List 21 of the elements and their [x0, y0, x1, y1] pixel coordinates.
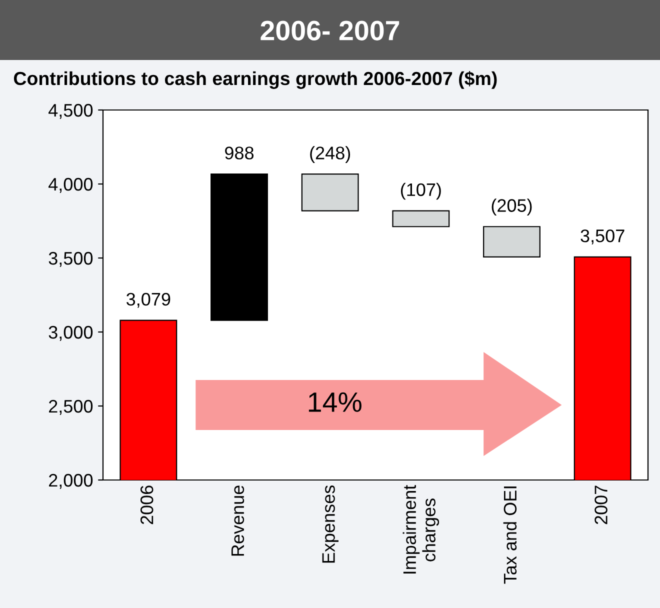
data-label: 3,079 [126, 292, 170, 308]
data-label: (248) [310, 146, 350, 163]
y-tick-label: 4,500 [48, 104, 93, 119]
x-tick-label: Expenses [322, 486, 338, 563]
annotation: 14% [308, 392, 362, 412]
x-tick-label: 2007 [594, 486, 608, 524]
chart-subtitle: Contributions to cash earnings growth 2006-2007 ($m) [14, 71, 497, 89]
data-label: (107) [400, 182, 441, 200]
data-label: 3,507 [580, 230, 624, 244]
y-tick-label: 2,500 [49, 400, 93, 415]
chart-title: 2006- 2007 [260, 20, 400, 40]
y-tick-label: 3,500 [48, 252, 93, 267]
y-tick-label: 4,000 [48, 178, 93, 193]
x-tick-label: Revenue [231, 486, 244, 556]
y-tick-label: 3,000 [48, 326, 93, 341]
x-tick-label: Tax and OEI [503, 486, 517, 584]
data-label: 988 [225, 146, 254, 160]
x-tick-label: Impairment charges [402, 484, 440, 574]
data-label: (205) [492, 198, 532, 216]
x-tick-label: 2006 [140, 486, 154, 524]
y-tick-label: 2,000 [49, 474, 93, 489]
